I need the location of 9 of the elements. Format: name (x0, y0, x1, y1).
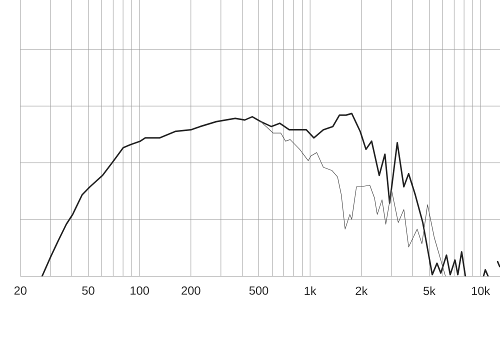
x-tick-label: 1k (304, 286, 316, 295)
x-tick-label: 50 (82, 286, 94, 295)
x-tick-label: 5k (423, 286, 436, 295)
x-tick-label: 20 (14, 286, 27, 295)
x-tick-label: 2k (356, 286, 368, 295)
x-tick-label: 100 (130, 286, 149, 295)
x-tick-label: 500 (249, 286, 268, 295)
x-tick-label: 10k (472, 286, 490, 295)
x-tick-label: 200 (182, 286, 200, 295)
